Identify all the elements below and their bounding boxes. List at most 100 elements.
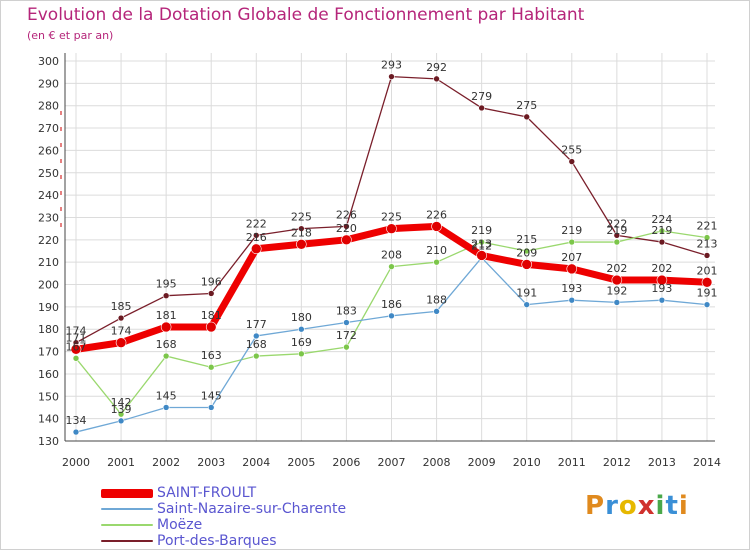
x-tick-label: 2003 [197, 456, 225, 469]
data-point [523, 301, 531, 308]
data-point [521, 259, 533, 270]
data-label: 174 [66, 325, 87, 338]
legend-label: SAINT-FROULT [157, 485, 257, 501]
y-tick-label: 250 [38, 167, 59, 180]
data-point [205, 321, 217, 333]
data-point [160, 321, 172, 333]
data-point [433, 75, 440, 83]
data-point [386, 223, 397, 234]
data-point [613, 232, 621, 239]
x-tick-label: 2002 [152, 456, 180, 469]
data-point [388, 263, 395, 270]
data-point [298, 325, 305, 333]
y-tick-label: 270 [38, 122, 59, 135]
y-tick-label: 280 [38, 100, 59, 113]
data-label: 226 [336, 208, 357, 221]
logo-letter: i [655, 491, 666, 521]
data-label: 210 [426, 244, 447, 257]
data-label: 213 [697, 237, 718, 250]
chart-legend: SAINT-FROULT Saint-Nazaire-sur-Charente … [101, 485, 346, 549]
data-label: 169 [291, 336, 312, 349]
data-label: 293 [381, 59, 402, 72]
data-label: 213 [471, 237, 492, 250]
legend-label: Moëze [157, 517, 203, 533]
data-point [568, 158, 576, 165]
data-label: 172 [336, 329, 357, 342]
data-label: 180 [291, 311, 312, 324]
y-tick-label: 160 [38, 368, 59, 381]
data-point [252, 332, 260, 340]
data-label: 174 [111, 325, 132, 338]
data-label: 186 [381, 298, 402, 311]
data-label: 209 [516, 246, 537, 259]
data-label: 183 [336, 305, 357, 318]
data-label: 191 [516, 287, 537, 300]
data-point [703, 301, 711, 308]
data-label: 220 [336, 222, 357, 235]
data-point [566, 263, 578, 275]
data-label: 219 [651, 224, 672, 237]
data-point [701, 276, 713, 288]
data-point [613, 238, 621, 246]
legend-label: Port-des-Barques [157, 533, 277, 549]
data-point [431, 221, 442, 232]
data-label: 212 [471, 240, 492, 253]
data-point [117, 410, 125, 418]
data-point [656, 274, 668, 286]
data-point [117, 417, 125, 425]
data-label: 225 [381, 211, 402, 224]
x-tick-label: 2004 [242, 456, 270, 469]
chart-subtitle: (en € et par an) [27, 29, 114, 42]
data-label: 193 [561, 282, 582, 295]
data-label: 192 [606, 284, 627, 297]
data-label: 222 [606, 217, 627, 230]
data-label: 142 [111, 396, 132, 409]
legend-item-saint-nazaire: Saint-Nazaire-sur-Charente [101, 501, 346, 517]
data-label: 167 [66, 340, 87, 353]
x-tick-label: 2006 [332, 456, 360, 469]
x-tick-label: 2010 [513, 456, 541, 469]
x-tick-label: 2007 [378, 456, 406, 469]
data-label: 218 [291, 226, 312, 239]
data-point [343, 343, 350, 351]
data-point [703, 252, 711, 259]
data-label: 221 [697, 220, 718, 233]
data-label: 185 [111, 300, 132, 313]
y-tick-label: 230 [38, 211, 59, 224]
data-point [388, 312, 395, 320]
data-label: 134 [66, 414, 87, 427]
data-point [388, 73, 395, 80]
data-label: 224 [651, 213, 672, 226]
x-tick-label: 2009 [468, 456, 496, 469]
y-tick-label: 260 [38, 144, 59, 157]
data-point [523, 247, 531, 255]
data-point [613, 299, 621, 306]
y-tick-label: 190 [38, 301, 59, 314]
data-label: 145 [201, 389, 222, 402]
data-point [72, 354, 80, 362]
data-point [341, 234, 352, 246]
x-tick-label: 2001 [107, 456, 135, 469]
x-tick-label: 2014 [693, 456, 721, 469]
x-tick-label: 2008 [423, 456, 451, 469]
data-label: 168 [246, 338, 267, 351]
data-label: 219 [561, 224, 582, 237]
data-label: 181 [156, 309, 177, 322]
data-label: 195 [156, 278, 177, 291]
data-point [433, 258, 440, 266]
legend-label: Saint-Nazaire-sur-Charente [157, 501, 347, 517]
logo-letter: i [678, 491, 689, 521]
data-label: 255 [561, 144, 582, 157]
data-point [658, 296, 666, 304]
data-point [568, 296, 576, 304]
chart-title: Evolution de la Dotation Globale de Fonc… [27, 5, 585, 25]
data-label: 145 [156, 389, 177, 402]
data-point [343, 223, 350, 230]
data-point [476, 250, 487, 261]
x-tick-label: 2011 [558, 456, 586, 469]
data-point [523, 113, 531, 121]
legend-item-moeze: Moëze [101, 517, 346, 533]
y-tick-label: 300 [38, 55, 59, 68]
data-point [611, 274, 623, 286]
